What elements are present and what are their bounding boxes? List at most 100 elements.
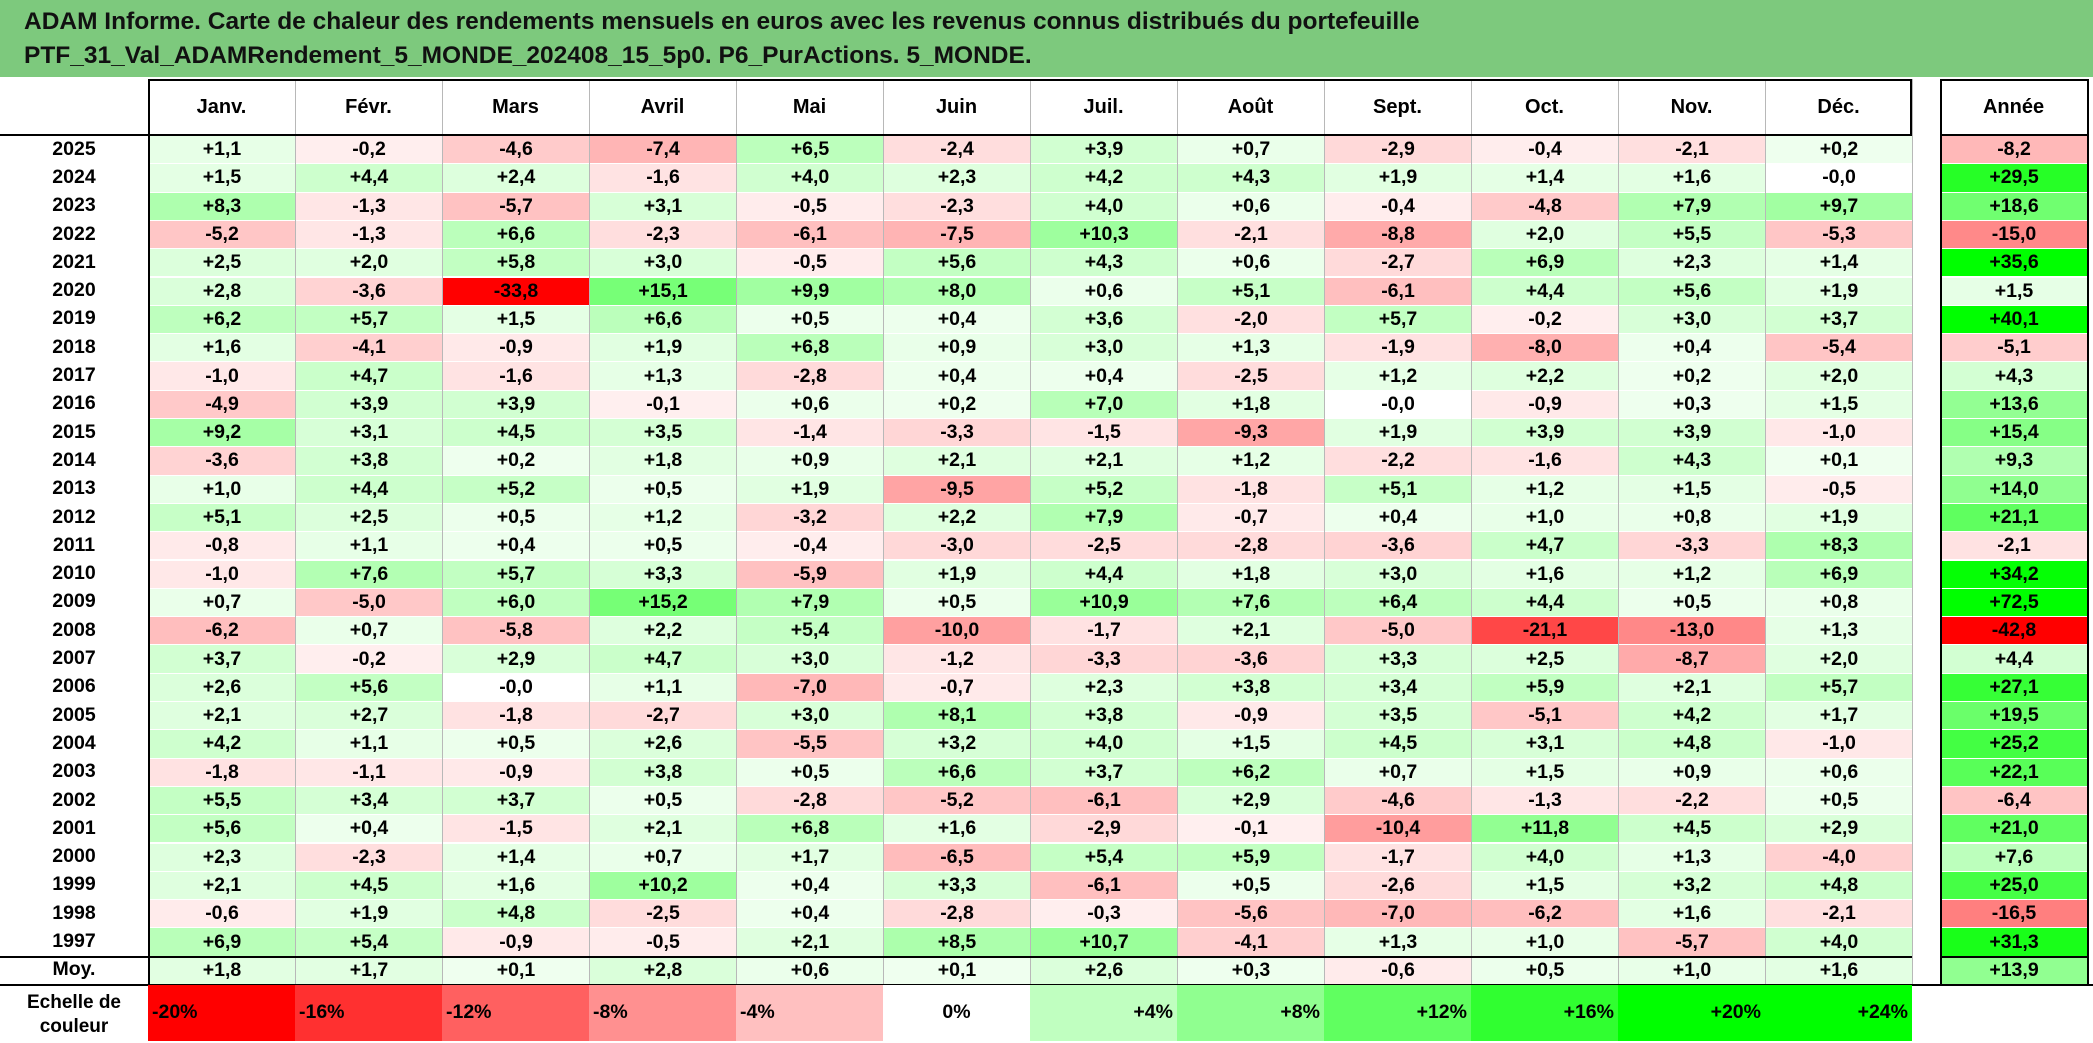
heatmap-cell: +0,5 <box>1178 871 1324 900</box>
heatmap-cell: +10,2 <box>590 871 736 900</box>
heatmap-cell: +2,2 <box>884 503 1030 532</box>
heatmap-cell: +2,0 <box>1766 362 1912 390</box>
heatmap-cell: +1,2 <box>1325 362 1471 390</box>
heatmap-cell: +4,7 <box>590 645 736 673</box>
year-label: 2013 <box>52 477 96 500</box>
heatmap-cell: +1,2 <box>1472 475 1618 503</box>
heatmap-cell: +1,5 <box>1472 871 1618 900</box>
heatmap-cell: +0,5 <box>737 758 883 786</box>
heatmap-cell: +1,0 <box>1472 503 1618 532</box>
heatmap-cell: -2,5 <box>1031 532 1177 560</box>
heatmap-cell: +4,2 <box>149 730 295 758</box>
heatmap-cell: +0,8 <box>1619 503 1765 532</box>
heatmap-cell: -9,5 <box>884 475 1030 503</box>
title-line-1: ADAM Informe. Carte de chaleur des rende… <box>24 8 1420 35</box>
heatmap-cell: +1,2 <box>1178 447 1324 475</box>
average-label: Moy. <box>52 958 96 981</box>
heatmap-cell: -1,3 <box>296 220 442 249</box>
color-scale-step: -12% <box>442 984 589 1041</box>
heatmap-cell: +1,5 <box>1766 390 1912 418</box>
year-label: 2021 <box>52 250 96 273</box>
heatmap-cell: +2,9 <box>443 645 589 673</box>
heatmap-cell: -5,3 <box>1766 220 1912 249</box>
heatmap-cell: +5,1 <box>1325 475 1471 503</box>
heatmap-cell: -0,7 <box>884 673 1030 701</box>
heatmap-cell: +7,9 <box>737 588 883 617</box>
heatmap-cell: +4,5 <box>1619 815 1765 843</box>
header-top-border <box>148 79 1912 81</box>
heatmap-cell: +4,4 <box>1031 560 1177 588</box>
annual-cell: -2,1 <box>1941 532 2087 560</box>
heatmap-cell: +15,2 <box>590 588 736 617</box>
grid-line <box>442 79 443 984</box>
heatmap-cell: +4,7 <box>1472 532 1618 560</box>
heatmap-cell: -7,0 <box>737 673 883 701</box>
annual-cell: +13,6 <box>1941 390 2087 418</box>
heatmap-cell: -2,9 <box>1325 136 1471 164</box>
heatmap-cell: +4,4 <box>296 164 442 192</box>
annual-average-top-border <box>1940 955 2087 958</box>
average-cell: +2,6 <box>1031 956 1177 984</box>
heatmap-cell: -0,0 <box>443 673 589 701</box>
heatmap-cell: +1,9 <box>1766 503 1912 532</box>
annual-cell: +21,0 <box>1941 815 2087 843</box>
heatmap-cell: -0,2 <box>296 645 442 673</box>
heatmap-cell: +4,5 <box>1325 730 1471 758</box>
heatmap-cell: -5,8 <box>443 617 589 645</box>
annual-cell: +9,3 <box>1941 447 2087 475</box>
heatmap-cell: +4,2 <box>1031 164 1177 192</box>
heatmap-cell: +3,4 <box>296 786 442 815</box>
heatmap-cell: +3,1 <box>1472 730 1618 758</box>
heatmap-cell: -5,0 <box>296 588 442 617</box>
heatmap-cell: -1,7 <box>1325 843 1471 871</box>
heatmap-cell: +0,5 <box>443 503 589 532</box>
average-cell: +1,7 <box>296 956 442 984</box>
heatmap-cell: +3,6 <box>1031 305 1177 334</box>
heatmap-cell: +1,8 <box>590 447 736 475</box>
heatmap-cell: +1,7 <box>1766 702 1912 730</box>
heatmap-cell: +0,5 <box>737 305 883 334</box>
average-cell: +1,0 <box>1619 956 1765 984</box>
heatmap-cell: +1,2 <box>590 503 736 532</box>
heatmap-cell: +5,5 <box>1619 220 1765 249</box>
heatmap-cell: -1,1 <box>296 758 442 786</box>
heatmap-cell: -0,3 <box>1031 900 1177 928</box>
heatmap-cell: +0,5 <box>590 475 736 503</box>
heatmap-cell: +0,1 <box>1766 447 1912 475</box>
heatmap-cell: +3,8 <box>296 447 442 475</box>
heatmap-cell: +4,5 <box>296 871 442 900</box>
heatmap-cell: -0,4 <box>1472 136 1618 164</box>
heatmap-cell: +5,7 <box>443 560 589 588</box>
annual-header-bottom-border <box>1940 134 2087 136</box>
heatmap-cell: +3,5 <box>590 419 736 447</box>
column-header: Janv. <box>196 95 247 118</box>
heatmap-cell: +6,5 <box>737 136 883 164</box>
heatmap-cell: +6,9 <box>1472 249 1618 277</box>
heatmap-cell: +0,5 <box>443 730 589 758</box>
heatmap-cell: +8,1 <box>884 702 1030 730</box>
annual-cell: +1,5 <box>1941 277 2087 305</box>
annual-cell: +72,5 <box>1941 588 2087 617</box>
heatmap-cell: +0,4 <box>737 900 883 928</box>
annual-cell: -15,0 <box>1941 220 2087 249</box>
heatmap-cell: +1,4 <box>1766 249 1912 277</box>
heatmap-cell: +4,4 <box>1472 588 1618 617</box>
heatmap-cell: +0,3 <box>1619 390 1765 418</box>
average-cell: +1,6 <box>1766 956 1912 984</box>
annual-cell: +31,3 <box>1941 928 2087 956</box>
heatmap-cell: +1,1 <box>149 136 295 164</box>
year-label: 2016 <box>52 392 96 415</box>
heatmap-cell: -2,3 <box>590 220 736 249</box>
heatmap-cell: +0,9 <box>884 334 1030 362</box>
column-header: Nov. <box>1670 95 1713 118</box>
heatmap-cell: +7,9 <box>1031 503 1177 532</box>
heatmap-cell: +0,7 <box>590 843 736 871</box>
heatmap-cell: +1,6 <box>443 871 589 900</box>
heatmap-cell: -5,4 <box>1766 334 1912 362</box>
heatmap-cell: -2,1 <box>1178 220 1324 249</box>
heatmap-cell: +1,5 <box>1472 758 1618 786</box>
heatmap-cell: +0,6 <box>1178 249 1324 277</box>
year-label: 2020 <box>52 279 96 302</box>
year-label: 2006 <box>52 675 96 698</box>
